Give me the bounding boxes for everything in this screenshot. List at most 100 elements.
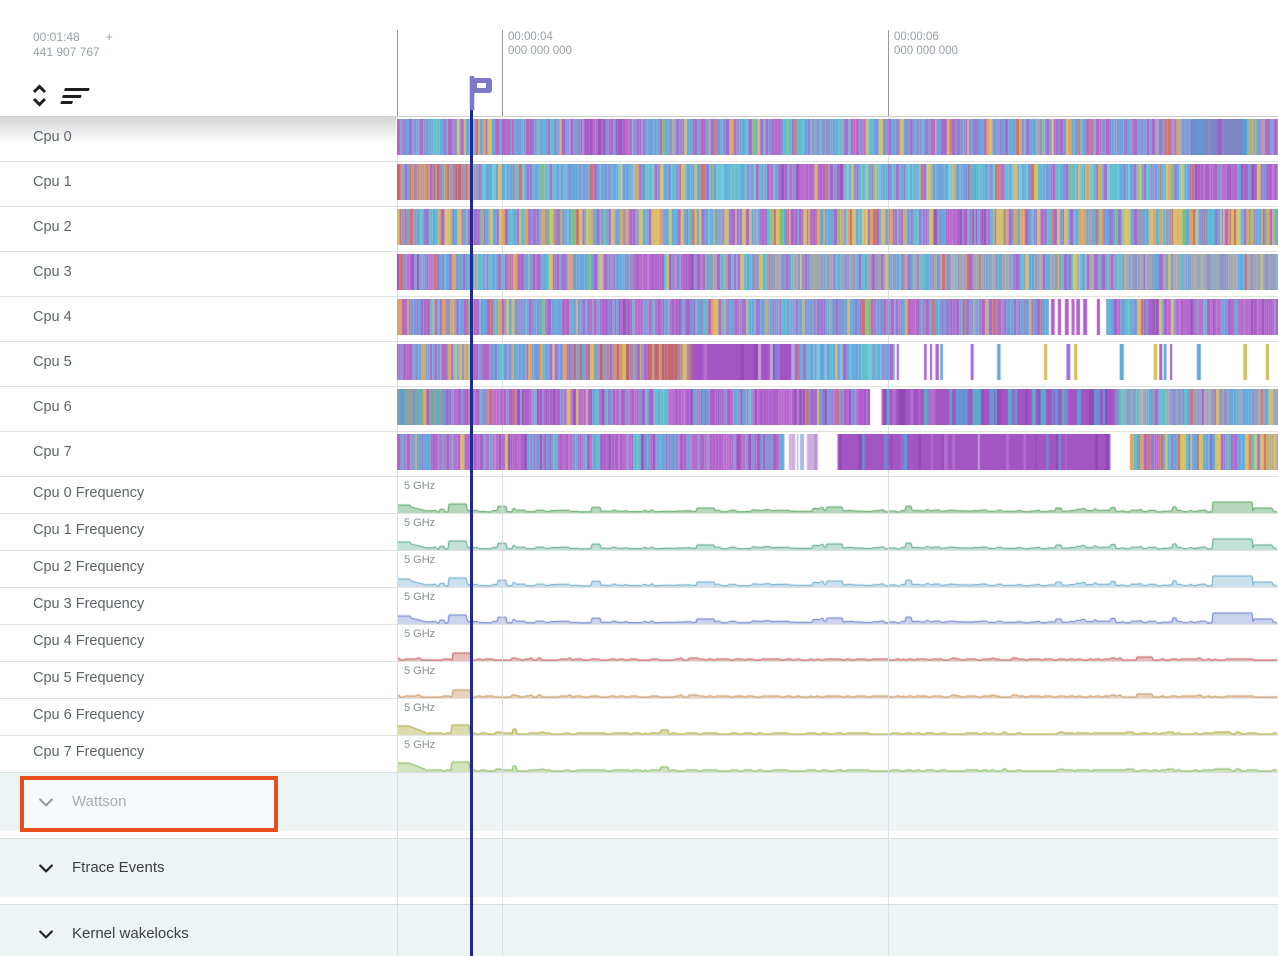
group-track-label: Ftrace Events <box>72 859 165 876</box>
header-gridline <box>397 30 398 116</box>
cpu-frequency-track-row[interactable]: Cpu 3 Frequency 5 GHz <box>0 587 1278 624</box>
track-label-cell[interactable]: Cpu 2 Frequency <box>0 551 396 587</box>
cpu-track-label: Cpu 1 <box>33 174 72 190</box>
frequency-track-label: Cpu 7 Frequency <box>33 744 145 760</box>
track-label-cell[interactable]: Cpu 0 <box>0 117 396 161</box>
flag-icon[interactable] <box>464 72 500 112</box>
expand-collapse-tracks-icon[interactable] <box>30 82 49 114</box>
track-label-cell[interactable]: Cpu 4 <box>0 297 396 341</box>
chevron-down-icon[interactable] <box>36 858 56 883</box>
cpu-track-row[interactable]: Cpu 5 <box>0 341 1278 386</box>
group-track-wrapper: Ftrace Events <box>0 838 1278 904</box>
cpu-track-row[interactable]: Cpu 7 <box>0 431 1278 476</box>
cpu-track-label: Cpu 0 <box>33 129 72 145</box>
track-label-cell[interactable]: Cpu 7 Frequency <box>0 736 396 772</box>
frequency-counter-canvas[interactable] <box>397 533 1278 550</box>
cpu-track-row[interactable]: Cpu 2 <box>0 206 1278 251</box>
frequency-scale-label: 5 GHz <box>404 628 436 640</box>
track-label-cell[interactable]: Cpu 1 <box>0 162 396 206</box>
cpu-track-label: Cpu 5 <box>33 354 72 370</box>
cpu-sched-slices-canvas[interactable] <box>397 299 1278 335</box>
timeline-header: 00:01:48 +441 907 767 00:00:04 000 000 000… <box>0 0 1278 116</box>
sort-tracks-icon[interactable] <box>59 88 91 108</box>
cpu-track-row[interactable]: Cpu 1 <box>0 161 1278 206</box>
frequency-scale-label: 5 GHz <box>404 665 436 677</box>
group-track-wrapper: Kernel wakelocks <box>0 904 1278 956</box>
track-label-cell[interactable]: Cpu 3 Frequency <box>0 588 396 624</box>
track-label-cell[interactable]: Cpu 1 Frequency <box>0 514 396 550</box>
track-label-cell[interactable]: Cpu 5 <box>0 342 396 386</box>
viewport-timestamp: 00:01:48 +441 907 767 <box>33 30 113 60</box>
cpu-track-row[interactable]: Cpu 4 <box>0 296 1278 341</box>
frequency-track-label: Cpu 4 Frequency <box>33 633 145 649</box>
cpu-track-row[interactable]: Cpu 6 <box>0 386 1278 431</box>
cpu-frequency-track-row[interactable]: Cpu 0 Frequency 5 GHz <box>0 476 1278 513</box>
cpu-track-group: Cpu 0 Cpu 1 Cpu 2 Cpu 3 Cpu 4 Cpu 5 Cpu 6 Cpu 7 <box>0 116 1278 476</box>
time-marker-nanos: 000 000 000 <box>894 45 958 57</box>
track-label-cell[interactable]: Cpu 7 <box>0 432 396 476</box>
cpu-frequency-track-row[interactable]: Cpu 4 Frequency 5 GHz <box>0 624 1278 661</box>
cpu-frequency-track-row[interactable]: Cpu 6 Frequency 5 GHz <box>0 698 1278 735</box>
group-track-row-ftrace-events[interactable]: Ftrace Events <box>0 838 1278 897</box>
time-marker-nanos: 000 000 000 <box>508 45 572 57</box>
frequency-track-label: Cpu 6 Frequency <box>33 707 145 723</box>
cpu-frequency-track-row[interactable]: Cpu 5 Frequency 5 GHz <box>0 661 1278 698</box>
frequency-track-label: Cpu 2 Frequency <box>33 559 145 575</box>
cpu-track-label: Cpu 4 <box>33 309 72 325</box>
group-track-label: Wattson <box>72 793 127 810</box>
track-label-cell[interactable]: Cpu 4 Frequency <box>0 625 396 661</box>
header-gridline <box>502 30 503 116</box>
group-track-label: Kernel wakelocks <box>72 925 189 942</box>
track-area: Cpu 0 Cpu 1 Cpu 2 Cpu 3 Cpu 4 Cpu 5 Cpu 6 Cpu 7… <box>0 116 1278 956</box>
cpu-track-label: Cpu 2 <box>33 219 72 235</box>
group-track-row-wattson[interactable]: Wattson <box>0 772 1278 831</box>
frequency-scale-label: 5 GHz <box>404 591 436 603</box>
frequency-scale-label: 5 GHz <box>404 517 436 529</box>
cpu-sched-slices-canvas[interactable] <box>397 164 1278 200</box>
cpu-sched-slices-canvas[interactable] <box>397 119 1278 155</box>
group-track-row-kernel-wakelocks[interactable]: Kernel wakelocks <box>0 904 1278 956</box>
track-label-cell[interactable]: Cpu 0 Frequency <box>0 477 396 513</box>
track-label-cell[interactable]: Cpu 3 <box>0 252 396 296</box>
track-label-cell[interactable]: Cpu 5 Frequency <box>0 662 396 698</box>
frequency-scale-label: 5 GHz <box>404 739 436 751</box>
frequency-track-label: Cpu 5 Frequency <box>33 670 145 686</box>
chevron-down-icon[interactable] <box>36 792 56 817</box>
frequency-scale-label: 5 GHz <box>404 554 436 566</box>
chevron-down-icon[interactable] <box>36 924 56 949</box>
frequency-counter-canvas[interactable] <box>397 570 1278 587</box>
time-marker-time: 00:00:06 <box>894 31 939 43</box>
frequency-scale-label: 5 GHz <box>404 702 436 714</box>
time-marker-label: 00:00:06 000 000 000 <box>894 30 958 58</box>
viewport-time-plus: + <box>105 30 113 44</box>
time-marker-label: 00:00:04 000 000 000 <box>508 30 572 58</box>
frequency-track-group: Cpu 0 Frequency 5 GHz Cpu 1 Frequency 5 GHz… <box>0 476 1278 772</box>
frequency-counter-canvas[interactable] <box>397 755 1278 772</box>
cpu-frequency-track-row[interactable]: Cpu 7 Frequency 5 GHz <box>0 735 1278 772</box>
track-label-cell[interactable]: Cpu 6 <box>0 387 396 431</box>
cpu-sched-slices-canvas[interactable] <box>397 389 1278 425</box>
frequency-counter-canvas[interactable] <box>397 496 1278 513</box>
frequency-counter-canvas[interactable] <box>397 718 1278 735</box>
cpu-track-label: Cpu 7 <box>33 444 72 460</box>
frequency-track-label: Cpu 1 Frequency <box>33 522 145 538</box>
cpu-track-label: Cpu 3 <box>33 264 72 280</box>
track-label-cell[interactable]: Cpu 2 <box>0 207 396 251</box>
cpu-sched-slices-canvas[interactable] <box>397 344 1278 380</box>
frequency-counter-canvas[interactable] <box>397 681 1278 698</box>
cpu-track-row[interactable]: Cpu 3 <box>0 251 1278 296</box>
frequency-counter-canvas[interactable] <box>397 607 1278 624</box>
frequency-track-label: Cpu 3 Frequency <box>33 596 145 612</box>
cpu-sched-slices-canvas[interactable] <box>397 434 1278 470</box>
frequency-counter-canvas[interactable] <box>397 644 1278 661</box>
viewport-nanos: 441 907 767 <box>33 45 100 59</box>
frequency-track-label: Cpu 0 Frequency <box>33 485 145 501</box>
cpu-frequency-track-row[interactable]: Cpu 1 Frequency 5 GHz <box>0 513 1278 550</box>
collapsed-track-groups: Wattson Ftrace Events Kernel wakelocks <box>0 772 1278 956</box>
cpu-sched-slices-canvas[interactable] <box>397 254 1278 290</box>
cpu-track-row[interactable]: Cpu 0 <box>0 116 1278 161</box>
cpu-sched-slices-canvas[interactable] <box>397 209 1278 245</box>
viewport-time: 00:01:48 <box>33 30 80 44</box>
cpu-frequency-track-row[interactable]: Cpu 2 Frequency 5 GHz <box>0 550 1278 587</box>
track-label-cell[interactable]: Cpu 6 Frequency <box>0 699 396 735</box>
